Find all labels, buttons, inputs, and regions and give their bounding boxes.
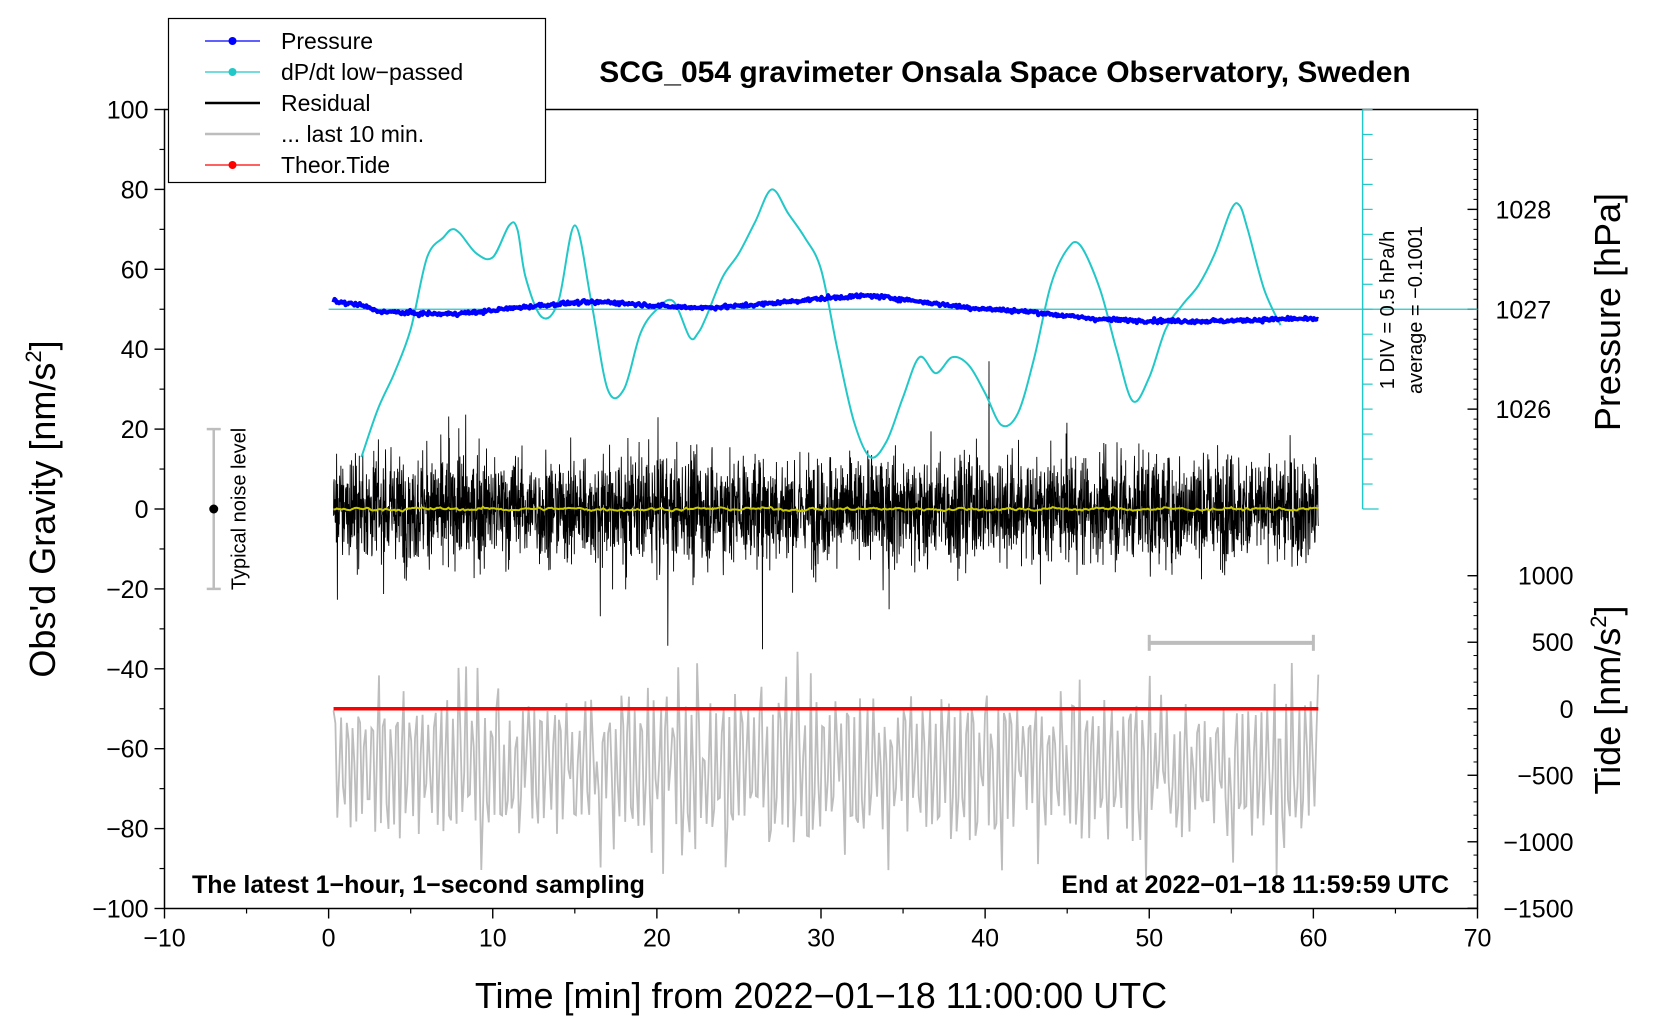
x-tick-label: 30 (807, 925, 835, 953)
legend-marker (228, 37, 237, 45)
dpdt-average-text: average = −0.1001 (1405, 226, 1427, 394)
legend-label: Pressure (281, 28, 373, 54)
dpdt-series (360, 188, 1282, 459)
y-tick-label: 100 (107, 97, 149, 125)
bottom-right-annotation: End at 2022−01−18 11:59:59 UTC (1061, 871, 1449, 899)
tide-tick-label: 1000 (1518, 563, 1574, 591)
legend-label: ... last 10 min. (281, 121, 424, 147)
legend-label: Residual (281, 90, 371, 116)
legend-box (167, 17, 547, 184)
dpdt-scale-text: 1 DIV = 0.5 hPa/h (1377, 231, 1399, 389)
legend-label: dP/dt low−passed (281, 59, 463, 85)
y-tick-label: −80 (106, 816, 148, 844)
y-axis-label-right-tide: Tide [nm/s2] (1586, 606, 1628, 795)
pressure-tick-label: 1027 (1496, 296, 1552, 324)
last-10-min-line (332, 651, 1320, 881)
y-axis-label-right-tide-sup: 2 (1586, 616, 1611, 628)
x-tick-label: 50 (1135, 925, 1163, 953)
y-axis-label-right-pressure: Pressure [hPa] (1587, 193, 1628, 431)
annotations: Typical noise level (206, 428, 1315, 651)
last-10-min-series (332, 651, 1320, 881)
y-tick-label: 40 (121, 336, 149, 364)
x-tick-label: 40 (971, 925, 999, 953)
x-tick-label: 10 (479, 925, 507, 953)
bottom-left-annotation: The latest 1−hour, 1−second sampling (192, 871, 645, 899)
x-tick-label: −10 (143, 925, 185, 953)
pressure-tick-label: 1026 (1496, 396, 1552, 424)
y-axis-ticks: −100 −80 −60 −40 −20 0 20 40 60 80 100 (92, 97, 165, 924)
residual-smoothed-series (333, 505, 1319, 513)
tide-tick-label: −1000 (1503, 829, 1573, 857)
x-axis-ticks: −10 0 10 20 30 40 50 60 70 (143, 908, 1492, 953)
y-axis-label-left-main: Obs'd Gravity [nm/s (22, 363, 63, 678)
x-tick-label: 70 (1464, 925, 1492, 953)
pressure-axis-ticks: 1026 1027 1028 (1467, 109, 1552, 500)
dpdt-line (360, 188, 1282, 459)
y-tick-label: 60 (121, 256, 149, 284)
y-tick-label: 20 (121, 416, 149, 444)
y-axis-label-left-end: ] (22, 340, 63, 350)
y-axis-label-right-tide-end: ] (1587, 606, 1628, 616)
residual-line (333, 361, 1319, 650)
pressure-line (331, 292, 1320, 326)
tide-tick-label: −500 (1517, 762, 1573, 790)
legend: Pressure dP/dt low−passed Residual ... last… (167, 17, 547, 184)
y-tick-label: −60 (106, 736, 148, 764)
x-axis-label: Time [min] from 2022−01−18 11:00:00 UTC (475, 975, 1167, 1016)
x-tick-label: 60 (1299, 925, 1327, 953)
residual-series (333, 361, 1319, 650)
legend-marker (228, 161, 237, 169)
y-tick-label: 0 (135, 496, 149, 524)
legend-items: Pressure dP/dt low−passed Residual ... last… (205, 28, 463, 178)
tide-tick-label: 0 (1560, 696, 1574, 724)
tide-tick-label: −1500 (1503, 895, 1573, 923)
noise-bar-label: Typical noise level (229, 428, 251, 590)
y-tick-label: −40 (106, 656, 148, 684)
y-axis-label-left-sup: 2 (21, 350, 46, 362)
tide-tick-label: 500 (1532, 629, 1574, 657)
dpdt-scale-bar: 1 DIV = 0.5 hPa/h average = −0.1001 (328, 108, 1478, 510)
y-tick-label: −100 (92, 896, 148, 924)
x-tick-label: 20 (643, 925, 671, 953)
legend-marker (228, 68, 237, 76)
y-axis-label-left: Obs'd Gravity [nm/s2] (21, 340, 63, 677)
y-axis-label-right-tide-main: Tide [nm/s (1587, 628, 1628, 795)
pressure-series (331, 292, 1320, 326)
tide-axis-ticks: −1500 −1000 −500 0 500 1000 (1467, 563, 1574, 923)
y-tick-label: 80 (121, 176, 149, 204)
pressure-tick-label: 1028 (1496, 196, 1552, 224)
y-tick-label: −20 (106, 576, 148, 604)
noise-bar-dot (209, 504, 219, 514)
chart-title: SCG_054 gravimeter Onsala Space Observat… (599, 56, 1411, 89)
x-tick-label: 0 (322, 925, 336, 953)
legend-label: Theor.Tide (281, 152, 390, 178)
residual-smoothed-line (333, 505, 1319, 513)
